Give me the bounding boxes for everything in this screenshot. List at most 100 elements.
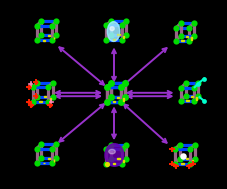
Point	[109, 157, 113, 160]
Point	[104, 163, 108, 166]
Point	[195, 82, 199, 85]
Point	[201, 99, 205, 102]
Point	[34, 80, 37, 83]
Point	[35, 25, 38, 28]
Bar	[185, 100, 188, 101]
Point	[34, 94, 37, 98]
Point	[109, 82, 112, 85]
Point	[29, 104, 32, 107]
Bar	[123, 36, 124, 39]
Point	[39, 143, 43, 146]
Bar	[112, 163, 115, 164]
Bar	[53, 160, 54, 162]
Bar	[117, 34, 119, 35]
Point	[123, 96, 126, 99]
Ellipse shape	[109, 27, 114, 31]
Point	[119, 86, 122, 89]
Point	[31, 86, 35, 89]
Point	[54, 34, 58, 37]
Point	[46, 100, 49, 103]
Point	[201, 77, 205, 80]
Point	[123, 82, 126, 85]
Point	[39, 34, 43, 37]
Point	[49, 161, 53, 164]
Point	[35, 81, 39, 84]
Point	[124, 157, 128, 160]
Point	[49, 147, 53, 150]
Point	[183, 82, 187, 85]
Point	[119, 100, 122, 103]
Bar	[47, 158, 50, 159]
Bar	[112, 39, 115, 40]
Bar	[44, 96, 46, 97]
Point	[192, 143, 196, 146]
Point	[51, 95, 54, 98]
Point	[105, 86, 108, 89]
Point	[104, 162, 108, 165]
Ellipse shape	[104, 144, 123, 166]
Point	[191, 87, 195, 90]
Point	[105, 100, 108, 103]
Point	[49, 39, 53, 42]
Point	[172, 148, 176, 151]
Point	[119, 38, 123, 41]
Point	[177, 143, 181, 146]
Bar	[195, 97, 196, 100]
Point	[178, 87, 182, 90]
Bar	[47, 35, 50, 36]
Point	[109, 143, 113, 146]
Point	[187, 162, 191, 165]
Point	[119, 162, 123, 165]
Point	[31, 100, 35, 103]
Bar	[180, 40, 183, 41]
Point	[124, 143, 128, 146]
Point	[109, 19, 113, 22]
Point	[119, 148, 123, 151]
Bar	[43, 40, 45, 41]
Point	[173, 26, 177, 29]
Point	[27, 100, 31, 103]
Point	[54, 157, 58, 160]
Bar	[185, 158, 188, 159]
Point	[178, 99, 182, 102]
Ellipse shape	[108, 149, 115, 154]
Point	[39, 157, 43, 160]
Bar	[190, 96, 192, 97]
Bar	[116, 97, 119, 98]
Ellipse shape	[107, 22, 119, 41]
Bar	[117, 158, 119, 159]
Bar	[190, 37, 191, 40]
Point	[39, 20, 43, 23]
Bar	[112, 101, 115, 102]
Ellipse shape	[109, 27, 114, 31]
Point	[178, 35, 182, 38]
Point	[109, 96, 112, 99]
Point	[187, 148, 191, 151]
Point	[192, 157, 196, 160]
Point	[27, 86, 31, 89]
Point	[104, 24, 108, 27]
Bar	[180, 163, 183, 164]
Bar	[123, 160, 124, 163]
Point	[178, 22, 182, 25]
Bar	[122, 98, 123, 101]
Point	[48, 104, 51, 107]
Point	[124, 33, 128, 36]
Point	[35, 39, 38, 42]
Ellipse shape	[107, 22, 119, 41]
Point	[196, 95, 200, 98]
Point	[104, 148, 108, 151]
Point	[177, 157, 181, 160]
Point	[183, 95, 187, 98]
Bar	[49, 98, 50, 101]
Point	[109, 33, 113, 36]
Point	[186, 39, 190, 42]
Point	[35, 147, 38, 150]
Point	[191, 22, 195, 25]
Point	[180, 155, 184, 158]
Point	[124, 19, 128, 22]
Point	[46, 86, 49, 89]
Bar	[191, 160, 192, 163]
Point	[191, 35, 195, 38]
Point	[51, 81, 54, 84]
